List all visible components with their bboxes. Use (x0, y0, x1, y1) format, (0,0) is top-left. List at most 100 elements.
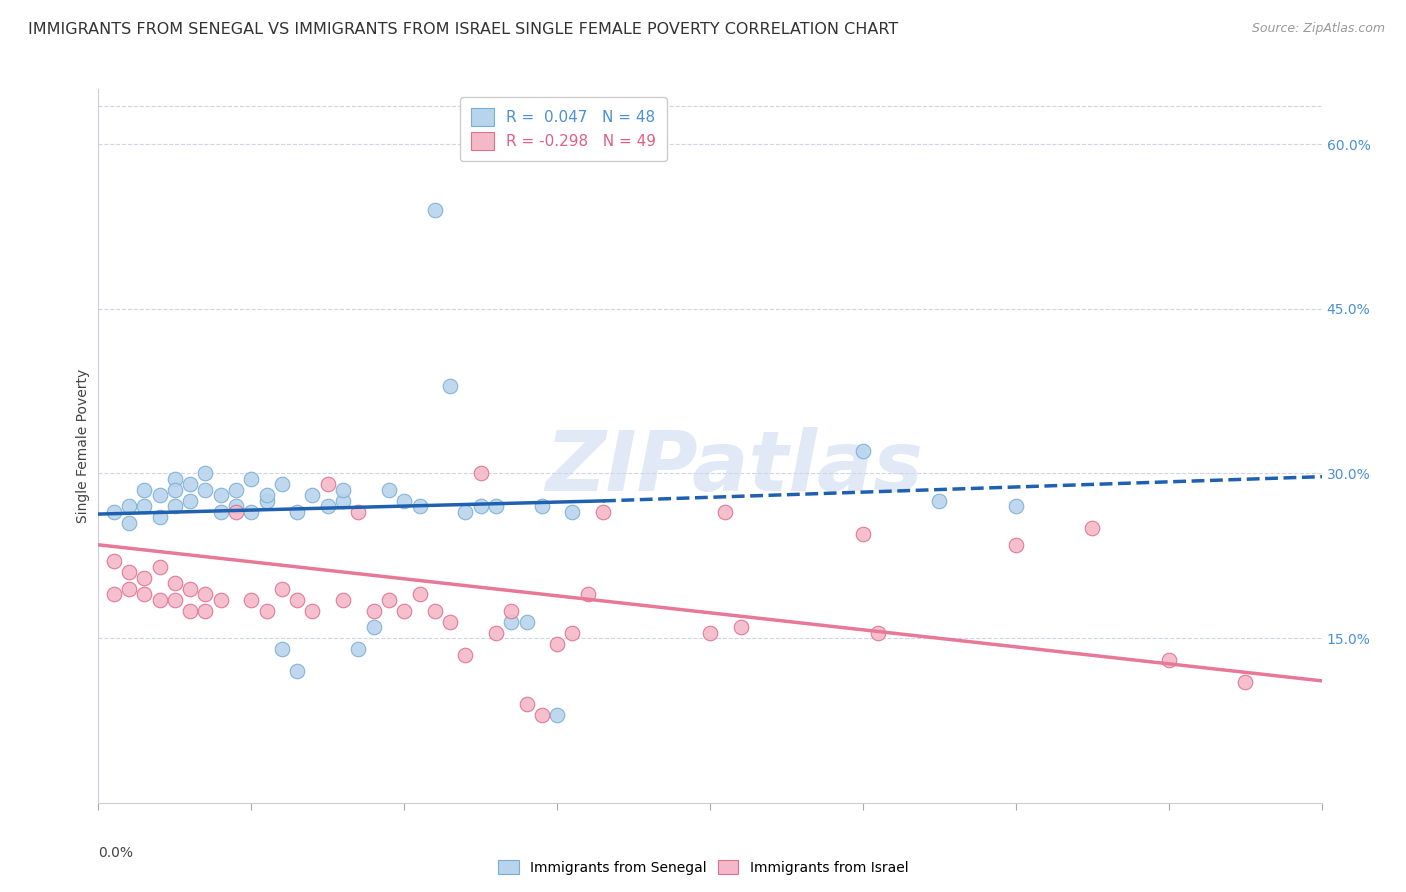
Point (256, 604, 278, 618)
Point (149, 510, 172, 524)
Point (225, 505, 247, 519)
Point (516, 697, 538, 711)
Point (240, 592, 263, 607)
Point (118, 582, 141, 596)
Point (423, 604, 446, 618)
Point (194, 587, 217, 601)
Point (485, 625, 508, 640)
Point (240, 505, 263, 519)
Point (699, 625, 721, 640)
Point (118, 500, 141, 514)
Point (285, 592, 308, 607)
Legend: R =  0.047   N = 48, R = -0.298   N = 49: R = 0.047 N = 48, R = -0.298 N = 49 (460, 97, 666, 161)
Point (149, 592, 172, 607)
Point (194, 467, 217, 481)
Point (316, 500, 339, 514)
Text: 0.0%: 0.0% (98, 846, 134, 860)
Point (179, 604, 201, 618)
Point (332, 494, 354, 508)
Point (225, 500, 247, 514)
Point (868, 625, 890, 640)
Point (1234, 675, 1257, 690)
Point (423, 202, 446, 217)
Point (592, 505, 614, 519)
Point (470, 500, 492, 514)
Point (149, 488, 172, 502)
Point (347, 505, 370, 519)
Point (134, 587, 156, 601)
Text: Source: ZipAtlas.com: Source: ZipAtlas.com (1251, 22, 1385, 36)
Point (118, 516, 141, 530)
Point (363, 604, 385, 618)
Point (332, 483, 354, 497)
Point (103, 554, 125, 568)
Point (408, 500, 430, 514)
Point (301, 604, 323, 618)
Point (209, 488, 232, 502)
Point (392, 604, 416, 618)
Point (561, 505, 583, 519)
Point (179, 494, 201, 508)
Point (576, 587, 599, 601)
Point (270, 477, 294, 491)
Point (194, 604, 217, 618)
Point (134, 500, 156, 514)
Point (485, 500, 508, 514)
Point (149, 559, 172, 574)
Point (256, 488, 278, 502)
Text: ZIPatlas: ZIPatlas (546, 427, 924, 508)
Point (392, 494, 416, 508)
Point (928, 494, 950, 508)
Point (285, 664, 308, 678)
Point (1004, 538, 1026, 552)
Point (285, 505, 308, 519)
Legend: Immigrants from Senegal, Immigrants from Israel: Immigrants from Senegal, Immigrants from… (492, 855, 914, 880)
Point (501, 615, 523, 629)
Point (378, 483, 401, 497)
Point (270, 642, 294, 657)
Point (852, 526, 875, 541)
Point (516, 615, 538, 629)
Point (363, 620, 385, 634)
Point (209, 505, 232, 519)
Point (209, 592, 232, 607)
Point (1081, 521, 1104, 535)
Point (256, 494, 278, 508)
Point (163, 483, 186, 497)
Point (332, 592, 354, 607)
Point (194, 483, 217, 497)
Point (852, 444, 875, 458)
Point (301, 488, 323, 502)
Point (103, 505, 125, 519)
Point (134, 571, 156, 585)
Point (163, 592, 186, 607)
Point (1004, 500, 1026, 514)
Point (546, 637, 568, 651)
Point (439, 615, 461, 629)
Point (179, 582, 201, 596)
Point (546, 708, 568, 723)
Point (270, 582, 294, 596)
Point (103, 587, 125, 601)
Point (408, 587, 430, 601)
Point (163, 576, 186, 591)
Point (134, 483, 156, 497)
Point (163, 500, 186, 514)
Y-axis label: Single Female Poverty: Single Female Poverty (76, 369, 90, 523)
Point (730, 620, 752, 634)
Point (347, 642, 370, 657)
Point (118, 566, 141, 580)
Point (561, 625, 583, 640)
Point (530, 708, 553, 723)
Point (225, 483, 247, 497)
Point (470, 467, 492, 481)
Point (316, 477, 339, 491)
Point (454, 648, 477, 662)
Point (439, 378, 461, 392)
Text: IMMIGRANTS FROM SENEGAL VS IMMIGRANTS FROM ISRAEL SINGLE FEMALE POVERTY CORRELAT: IMMIGRANTS FROM SENEGAL VS IMMIGRANTS FR… (28, 22, 898, 37)
Point (454, 505, 477, 519)
Point (714, 505, 737, 519)
Point (163, 472, 186, 486)
Point (179, 477, 201, 491)
Point (530, 500, 553, 514)
